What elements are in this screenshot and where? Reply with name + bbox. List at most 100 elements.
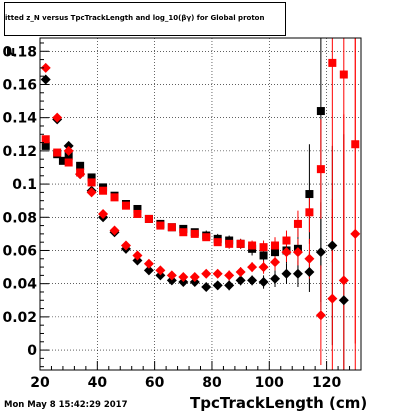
data-point <box>305 208 314 217</box>
chart-title: itted z_N versus TpcTrackLength and log_… <box>5 14 265 22</box>
y-tick-label: 0.14 <box>2 111 37 127</box>
data-point <box>271 241 280 250</box>
data-point <box>201 282 212 292</box>
data-point <box>132 250 143 261</box>
data-point <box>86 187 97 198</box>
data-point <box>282 236 291 245</box>
grid-layer <box>39 38 361 370</box>
y-tick-label: 0.1 <box>12 177 37 193</box>
y-tick-label: 0.08 <box>2 210 37 226</box>
data-point <box>99 186 108 195</box>
data-point <box>120 240 131 251</box>
data-point <box>121 201 130 210</box>
data-point <box>259 251 268 260</box>
x-tick-label: 20 <box>30 375 50 391</box>
y-tick-label: 0.04 <box>2 277 37 293</box>
x-axis-label: TpcTrackLength (cm) <box>190 394 368 412</box>
data-point <box>270 257 281 268</box>
data-point <box>316 165 325 174</box>
plot-frame <box>39 37 362 371</box>
data-point <box>292 247 303 258</box>
data-point <box>64 158 73 167</box>
y-tick-label: 0.02 <box>2 310 37 326</box>
data-point <box>143 265 154 276</box>
data-point <box>304 253 315 264</box>
data-point <box>247 262 258 273</box>
data-point <box>259 243 268 252</box>
timestamp-footer: Mon May 8 15:42:29 2017 <box>4 400 128 410</box>
data-point <box>235 267 246 278</box>
data-point <box>87 178 96 187</box>
data-point <box>75 169 86 180</box>
data-point <box>235 275 246 286</box>
chart-title-box: itted z_N versus TpcTrackLength and log_… <box>4 2 286 36</box>
y-tick-label: 0 <box>27 343 37 359</box>
data-point <box>258 262 269 273</box>
tick-labels-layer: 20 40 60 80 100 120 0 0.02 0.04 0.06 0.08 0.1 0.12 0.… <box>2 44 341 391</box>
error-bars-layer <box>45 38 356 370</box>
data-point <box>58 156 67 165</box>
data-point <box>248 241 257 250</box>
x-tick-label: 120 <box>312 375 341 391</box>
data-point <box>156 221 165 230</box>
y-tick-label: 0.12 <box>2 144 37 160</box>
y-tick-label: 0.16 <box>2 77 37 93</box>
data-point <box>236 239 245 248</box>
data-point <box>109 225 120 236</box>
data-point <box>351 140 360 149</box>
y-tick-label: 0.06 <box>2 243 37 259</box>
data-point <box>133 209 142 218</box>
data-point <box>76 161 85 170</box>
y-axis-label: N <box>6 46 16 59</box>
data-point <box>98 208 109 219</box>
data-point <box>41 141 50 150</box>
markers-layer <box>40 58 361 321</box>
data-point <box>52 112 63 123</box>
data-point <box>179 228 188 237</box>
data-point <box>201 268 212 279</box>
data-point <box>224 280 235 291</box>
y-tick-label: 0.18 <box>2 44 37 60</box>
data-point <box>338 275 349 286</box>
x-tick-label: 100 <box>255 375 284 391</box>
data-point <box>133 204 142 213</box>
data-point <box>53 148 62 157</box>
data-point <box>144 214 153 223</box>
data-point <box>338 295 349 306</box>
data-point <box>327 293 338 304</box>
data-point <box>315 310 326 321</box>
data-point <box>270 273 281 284</box>
data-point <box>178 272 189 283</box>
data-point <box>143 258 154 269</box>
data-point <box>328 58 337 67</box>
data-point <box>87 173 96 182</box>
ticks-layer <box>39 42 362 370</box>
data-point <box>110 193 119 202</box>
data-point <box>40 74 51 85</box>
data-point <box>40 62 51 73</box>
data-point <box>202 233 211 242</box>
data-point <box>213 238 222 247</box>
data-point <box>327 240 338 251</box>
data-point <box>190 229 199 238</box>
data-point <box>166 270 177 281</box>
data-point <box>155 265 166 276</box>
x-tick-label: 80 <box>202 375 222 391</box>
data-point <box>350 228 361 239</box>
data-point <box>212 268 223 279</box>
data-point <box>281 268 292 279</box>
data-point <box>271 248 280 257</box>
data-point <box>281 247 292 258</box>
data-point <box>339 70 348 79</box>
data-point <box>292 268 303 279</box>
data-point <box>293 219 302 228</box>
data-point <box>41 135 50 144</box>
x-tick-label: 40 <box>88 375 108 391</box>
data-point <box>63 145 74 156</box>
data-point <box>258 277 269 288</box>
data-point <box>225 239 234 248</box>
data-point <box>315 247 326 258</box>
x-tick-label: 60 <box>145 375 165 391</box>
data-point <box>189 272 200 283</box>
